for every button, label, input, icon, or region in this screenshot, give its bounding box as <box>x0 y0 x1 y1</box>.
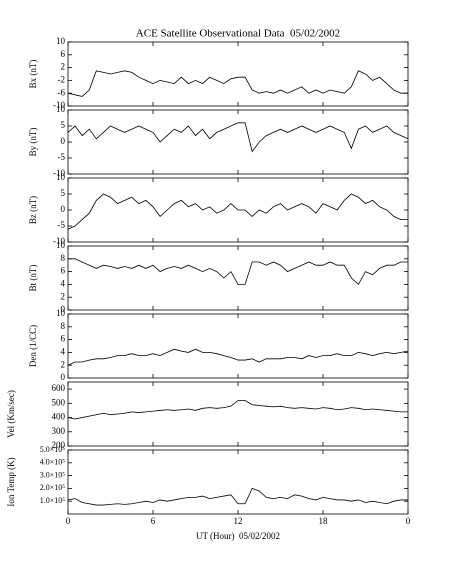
y-tick-label: -2 <box>58 74 66 84</box>
y-tick-label: 6 <box>61 334 66 344</box>
panel-frame <box>67 109 409 175</box>
y-tick-label: 6 <box>61 49 66 59</box>
x-axis-label: UT (Hour) 05/02/2002 <box>196 531 280 541</box>
y-tick-label: 400 <box>52 412 66 422</box>
y-tick-label: 4.0×10⁵ <box>40 458 66 467</box>
y-tick-label: 200 <box>52 440 66 450</box>
x-tick-label: 0 <box>66 516 71 526</box>
y-axis-label: Bx (nT) <box>28 60 38 89</box>
x-tick-label: 18 <box>319 516 329 526</box>
y-tick-label: 0 <box>61 304 66 314</box>
y-tick-label: 10 <box>56 308 66 318</box>
data-line <box>67 400 408 420</box>
y-tick-label: 500 <box>52 397 66 407</box>
y-axis-label: Vel (Km/sec) <box>6 390 16 438</box>
y-tick-label: 8 <box>61 321 66 331</box>
y-axis-label: Bz (nT) <box>28 196 38 224</box>
y-tick-label: 5.0×10⁵ <box>40 445 66 454</box>
y-tick-label: 4 <box>61 278 66 288</box>
data-line <box>67 348 409 366</box>
y-tick-label: 3.0×10⁵ <box>40 470 66 479</box>
y-tick-label: -5 <box>58 220 66 230</box>
y-tick-label: -6 <box>58 87 66 97</box>
y-tick-label: 0 <box>61 372 66 382</box>
panel-frame <box>67 449 409 515</box>
y-tick-label: 2 <box>61 62 66 72</box>
y-tick-label: -10 <box>53 236 65 246</box>
y-tick-label: 0 <box>61 136 66 146</box>
data-line <box>67 487 408 506</box>
y-tick-label: 0 <box>61 204 66 214</box>
y-tick-label: 2.0×10⁵ <box>40 483 66 492</box>
y-tick-label: 300 <box>52 426 66 436</box>
y-axis-label: By (nT) <box>28 128 38 157</box>
y-tick-label: -10 <box>53 100 65 110</box>
y-tick-label: 2 <box>61 359 66 369</box>
y-tick-label: 5 <box>61 120 66 130</box>
y-tick-label: 8 <box>61 253 66 263</box>
y-tick-label: 6 <box>61 266 66 276</box>
data-line <box>67 70 408 97</box>
data-line <box>67 122 409 153</box>
y-axis-label: Ion Temp (K) <box>6 457 16 506</box>
x-tick-label: 6 <box>151 516 156 526</box>
panel-frame <box>67 313 409 379</box>
x-tick-label: 0 <box>406 516 411 526</box>
y-tick-label: -5 <box>58 152 66 162</box>
data-line <box>67 193 408 230</box>
y-tick-label: 10 <box>56 36 66 46</box>
y-tick-label: 10 <box>56 240 66 250</box>
y-tick-label: 2 <box>61 291 66 301</box>
chart-title: ACE Satellite Observational Data 05/02/2… <box>136 28 340 40</box>
panel-frame <box>67 245 409 311</box>
y-tick-label: 5 <box>61 188 66 198</box>
y-axis-label: Den (1/CC) <box>28 325 38 367</box>
y-tick-label: 1.0×10⁵ <box>40 496 66 505</box>
y-tick-label: 10 <box>56 172 66 182</box>
y-tick-label: 10 <box>56 104 66 114</box>
y-tick-label: -10 <box>53 168 65 178</box>
y-tick-label: 600 <box>52 383 66 393</box>
y-axis-label: Bt (nT) <box>28 265 38 292</box>
x-tick-label: 12 <box>234 516 243 526</box>
y-tick-label: 4 <box>61 346 66 356</box>
data-line <box>68 258 408 286</box>
